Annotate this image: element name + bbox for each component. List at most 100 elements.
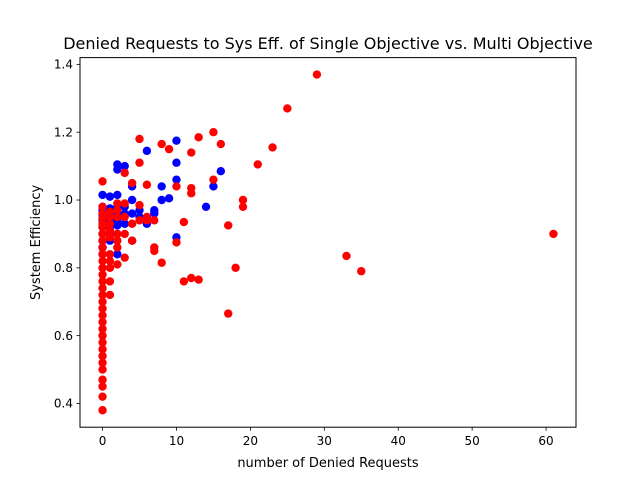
series-1-point-83 <box>224 309 233 318</box>
series-1-point-12 <box>98 270 107 279</box>
series-1-point-44 <box>113 229 122 239</box>
series-1-point-86 <box>238 202 248 211</box>
series-1-point-58 <box>135 200 144 210</box>
series-1-point-48 <box>120 168 129 178</box>
series-1-point-53 <box>127 178 137 188</box>
series-1-point-10 <box>98 256 107 266</box>
series-1-point-16 <box>98 297 107 306</box>
series-1-point-9 <box>98 250 107 259</box>
series-1-point-54 <box>127 219 137 228</box>
series-1-point-52 <box>120 253 129 262</box>
series-1-point-62 <box>142 216 152 225</box>
series-0-point-25 <box>113 250 122 259</box>
series-1-point-78 <box>194 275 203 284</box>
series-1-point-81 <box>216 139 226 149</box>
series-1-point-28 <box>98 382 107 391</box>
series-1-point-34 <box>105 226 115 235</box>
series-1-point-23 <box>98 345 107 354</box>
series-1-point-67 <box>157 258 166 267</box>
series-1-point-6 <box>98 229 107 239</box>
y-tick-label: 1.4 <box>54 58 73 72</box>
series-1-point-63 <box>150 216 159 225</box>
series-1-point-45 <box>113 236 122 245</box>
series-1-point-66 <box>157 139 166 149</box>
series-0-point-36 <box>142 146 152 156</box>
ticks-layer: 0 10 20 30 40 50 60 0.4 0.6 0.8 1.0 1.2 1.4 <box>54 58 554 449</box>
y-tick-label: 0.4 <box>54 397 73 411</box>
series-1-point-59 <box>135 216 144 225</box>
series-1-point-38 <box>105 263 115 273</box>
series-1-point-0 <box>98 177 107 186</box>
series-1-point-51 <box>120 229 129 239</box>
series-1-point-88 <box>268 143 277 152</box>
y-tick-label: 0.6 <box>54 329 73 343</box>
series-0-point-42 <box>164 194 174 203</box>
series-0-point-31 <box>127 195 137 205</box>
series-1-point-57 <box>135 158 144 167</box>
series-1-point-20 <box>98 324 107 334</box>
series-1-point-69 <box>172 182 181 191</box>
series-0-point-29 <box>120 219 129 228</box>
series-1-point-41 <box>113 199 122 208</box>
series-1-point-5 <box>98 222 107 232</box>
series-1-point-76 <box>187 273 196 283</box>
series-1-point-65 <box>150 246 159 256</box>
series-1-point-22 <box>98 338 107 347</box>
x-tick-label: 20 <box>243 434 258 448</box>
series-0-point-44 <box>172 158 181 167</box>
plot-frame <box>79 57 577 428</box>
series-1-point-71 <box>179 217 189 227</box>
series-1-point-1 <box>98 202 107 211</box>
series-1-point-39 <box>105 277 115 286</box>
series-1-point-40 <box>105 290 115 300</box>
series-0-point-18 <box>113 165 122 174</box>
series-1-point-32 <box>105 212 115 222</box>
series-1-point-73 <box>187 148 196 157</box>
series-1-point-93 <box>549 229 558 239</box>
series-0-point-43 <box>172 136 181 145</box>
x-tick-label: 60 <box>538 434 553 448</box>
series-1-point-75 <box>187 189 196 198</box>
series-0-point-45 <box>172 175 181 184</box>
series-1-point-27 <box>98 375 107 384</box>
series-1-point-11 <box>98 263 107 273</box>
series-1-point-68 <box>164 144 174 154</box>
series-1-point-92 <box>357 267 366 276</box>
series-1-point-26 <box>98 365 107 374</box>
series-1-point-25 <box>98 358 107 367</box>
series-1-point-24 <box>98 351 107 361</box>
y-tick-label: 1.0 <box>54 193 73 207</box>
series-1-point-29 <box>98 392 107 401</box>
series-1-point-56 <box>135 134 144 144</box>
series-1-point-7 <box>98 236 107 245</box>
series-1-point-35 <box>105 233 115 242</box>
series-1-point-21 <box>98 331 107 340</box>
series-0-point-32 <box>127 209 137 218</box>
points-layer <box>98 70 558 415</box>
series-1-point-70 <box>172 238 181 247</box>
series-1-point-77 <box>194 133 203 142</box>
series-0-point-39 <box>150 209 159 218</box>
series-1-point-90 <box>312 70 322 79</box>
series-0-point-10 <box>105 192 115 201</box>
series-1-point-87 <box>253 160 262 169</box>
series-1-point-89 <box>283 104 292 113</box>
series-1-point-14 <box>98 283 107 293</box>
series-1-point-19 <box>98 317 107 327</box>
series-0-point-19 <box>113 190 122 200</box>
x-tick-label: 0 <box>99 434 107 448</box>
x-tick-label: 40 <box>391 434 406 448</box>
series-0-point-23 <box>113 221 122 230</box>
series-1-point-84 <box>231 263 240 273</box>
series-0-point-40 <box>157 182 166 191</box>
series-0-point-0 <box>98 190 107 200</box>
series-1-point-36 <box>105 250 115 259</box>
x-axis-label: number of Denied Requests <box>237 456 419 471</box>
series-1-point-80 <box>209 175 218 184</box>
series-0-point-48 <box>209 182 218 191</box>
series-1-point-46 <box>113 243 122 252</box>
series-1-point-15 <box>98 290 107 300</box>
series-1-point-13 <box>98 277 107 286</box>
series-0-point-41 <box>157 195 166 205</box>
